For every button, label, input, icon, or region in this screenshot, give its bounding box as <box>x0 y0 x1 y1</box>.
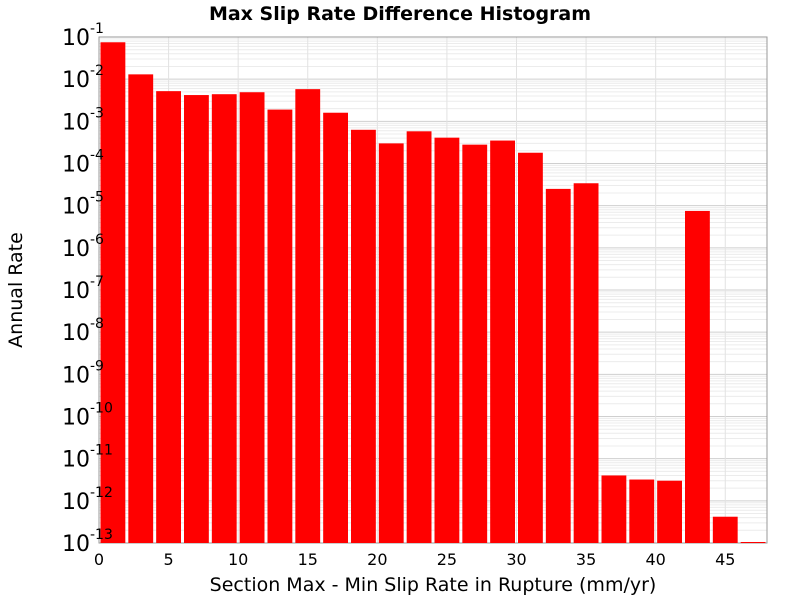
bars-group <box>100 42 766 544</box>
histogram-bar <box>156 91 181 544</box>
histogram-bar <box>184 95 209 544</box>
x-tick-label: 35 <box>576 550 596 569</box>
histogram-bar <box>685 210 710 543</box>
x-tick-label: 0 <box>94 550 104 569</box>
histogram-bar <box>657 480 682 543</box>
y-tick-label: 10-5 <box>62 190 104 220</box>
x-axis-label: Section Max - Min Slip Rate in Rupture (… <box>210 574 657 596</box>
y-axis-label: Annual Rate <box>5 232 27 348</box>
histogram-bar <box>128 74 154 543</box>
histogram-bar <box>545 188 571 544</box>
histogram-bar <box>267 109 293 543</box>
y-tick-label: 10-8 <box>62 316 104 346</box>
x-tick-label: 20 <box>367 550 387 569</box>
x-tick-label: 40 <box>645 550 665 569</box>
histogram-bar <box>573 183 599 543</box>
x-tick-label: 15 <box>298 550 318 569</box>
histogram-bar <box>239 92 265 543</box>
x-tick-label: 5 <box>163 550 173 569</box>
histogram-bar <box>323 112 348 544</box>
histogram-bar <box>351 129 376 543</box>
x-tick-label: 30 <box>506 550 526 569</box>
grid-lines <box>98 36 767 544</box>
y-tick-label: 10-2 <box>62 63 104 93</box>
y-tick-label: 10-1 <box>62 21 104 51</box>
x-tick-label: 45 <box>715 550 735 569</box>
x-tick-label: 25 <box>437 550 457 569</box>
histogram-bar <box>378 143 404 543</box>
histogram-bar <box>462 144 488 543</box>
histogram-bar <box>740 542 766 543</box>
histogram-bar <box>518 152 543 543</box>
histogram-bar <box>434 137 460 543</box>
x-tick-label: 10 <box>228 550 248 569</box>
histogram-bar <box>211 94 237 543</box>
histogram-bar <box>100 42 126 543</box>
histogram-bar <box>629 479 655 543</box>
chart-title: Max Slip Rate Difference Histogram <box>209 3 591 25</box>
histogram-bar <box>601 475 627 543</box>
plot-area-frame <box>98 36 768 544</box>
histogram-bar <box>406 131 432 544</box>
y-tick-label: 10-4 <box>62 148 104 178</box>
y-tick-label: 10-7 <box>62 274 104 304</box>
y-tick-label: 10-3 <box>62 105 104 135</box>
x-tick-labels: 0 5 10 15 20 25 30 35 40 45 <box>94 550 736 569</box>
y-tick-label: 10-13 <box>62 527 113 557</box>
histogram-bar <box>295 89 321 543</box>
y-tick-label: 10-6 <box>62 232 104 262</box>
histogram-bar <box>712 516 738 543</box>
histogram-bar <box>490 140 515 543</box>
y-tick-label: 10-9 <box>62 358 104 388</box>
